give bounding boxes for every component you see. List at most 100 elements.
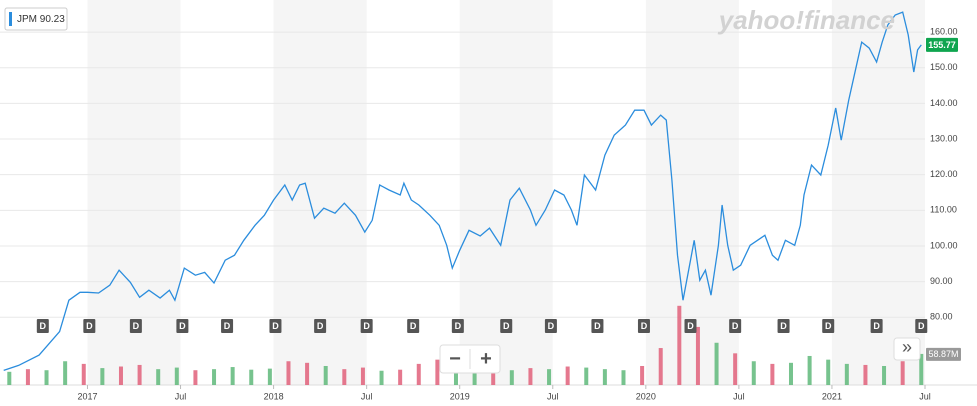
dividend-label: D [40, 321, 47, 331]
dividend-marker [314, 319, 327, 333]
volume-bar [398, 369, 403, 385]
volume-badge [926, 347, 961, 361]
y-tick-label: 80.00 [930, 312, 953, 322]
x-tick-label: 2019 [450, 391, 470, 401]
volume-bar [81, 363, 86, 385]
dividend-marker [176, 319, 189, 333]
dividend-marker [777, 319, 790, 333]
volume-bar [863, 364, 868, 385]
dividend-marker [591, 319, 604, 333]
volume-bar [565, 366, 570, 385]
volume-bar [249, 369, 254, 385]
volume-bar [509, 370, 514, 385]
volume-bar [733, 353, 738, 385]
dividend-marker [83, 319, 96, 333]
dividend-marker [129, 319, 142, 333]
dividend-marker [729, 319, 742, 333]
volume-bar [118, 366, 123, 385]
volume-label: 58.87M [928, 349, 958, 359]
volume-bar [379, 370, 384, 385]
dividend-marker [269, 319, 282, 333]
last-price-label: 155.77 [928, 40, 956, 50]
x-tick-label: Jul [175, 391, 187, 401]
dividend-marker [915, 319, 928, 333]
price-line [3, 11, 922, 372]
x-tick-label: Jul [361, 391, 373, 401]
y-tick-label: 140.00 [930, 98, 958, 108]
y-tick-label: 90.00 [930, 276, 953, 286]
volume-bar [602, 369, 607, 385]
volume-bar [919, 353, 924, 385]
volume-bar [25, 369, 30, 385]
dividend-marker [684, 319, 697, 333]
dividend-label: D [594, 321, 601, 331]
zoom-out-button[interactable]: − [449, 348, 461, 370]
volume-bar [416, 363, 421, 385]
expand-button[interactable]: » [902, 337, 912, 357]
watermark: yahoo!finance [717, 5, 895, 35]
y-tick-label: 110.00 [930, 205, 957, 215]
volume-bar [528, 368, 533, 385]
volume-bar [770, 363, 775, 385]
volume-bar [472, 366, 477, 385]
y-tick-label: 120.00 [930, 169, 958, 179]
legend-swatch [9, 12, 12, 26]
volume-bar [584, 367, 589, 385]
dividend-label: D [86, 321, 93, 331]
volume-bar [826, 359, 831, 385]
dividend-marker [637, 319, 650, 333]
volume-bar [751, 361, 756, 385]
volume-bar [695, 326, 700, 385]
dividend-marker [407, 319, 420, 333]
volume-bar [323, 365, 328, 385]
x-tick-label: Jul [919, 391, 931, 401]
volume-bar [286, 361, 291, 385]
volume-bar [360, 367, 365, 385]
dividend-marker [544, 319, 557, 333]
dividend-marker [360, 319, 373, 333]
dividend-label: D [317, 321, 324, 331]
volume-bar [640, 365, 645, 385]
y-tick-label: 160.00 [930, 26, 958, 36]
x-tick-label: 2018 [264, 391, 284, 401]
volume-bar [882, 365, 887, 385]
volume-bar [156, 369, 161, 385]
dividend-marker [500, 319, 513, 333]
volume-bar [714, 342, 719, 385]
volume-bar [621, 370, 626, 385]
dividend-label: D [641, 321, 648, 331]
x-tick-label: 2017 [77, 391, 97, 401]
dividend-label: D [133, 321, 140, 331]
dividend-marker [451, 319, 464, 333]
volume-bar [807, 355, 812, 385]
volume-bar [267, 368, 272, 385]
dividend-label: D [363, 321, 370, 331]
zoom-in-button[interactable]: + [480, 348, 492, 370]
dividend-marker [822, 319, 835, 333]
x-tick-label: Jul [733, 391, 745, 401]
volume-bar [63, 361, 68, 385]
dividend-label: D [272, 321, 279, 331]
volume-bar [658, 348, 663, 385]
dividend-label: D [455, 321, 462, 331]
dividend-label: D [918, 321, 925, 331]
volume-bar [435, 359, 440, 385]
volume-bar [100, 368, 105, 385]
y-tick-label: 150.00 [930, 62, 958, 72]
volume-bar [844, 363, 849, 385]
last-price-badge [926, 37, 958, 52]
dividend-label: D [224, 321, 231, 331]
x-tick-label: Jul [547, 391, 559, 401]
y-tick-label: 130.00 [930, 133, 958, 143]
volume-bar [44, 370, 49, 385]
dividend-label: D [410, 321, 417, 331]
dividend-marker [221, 319, 234, 333]
volume-bar [788, 362, 793, 385]
y-tick-label: 100.00 [930, 240, 958, 250]
dividend-label: D [732, 321, 739, 331]
dividend-label: D [503, 321, 510, 331]
legend-box [4, 7, 68, 31]
volume-bar [193, 370, 198, 385]
